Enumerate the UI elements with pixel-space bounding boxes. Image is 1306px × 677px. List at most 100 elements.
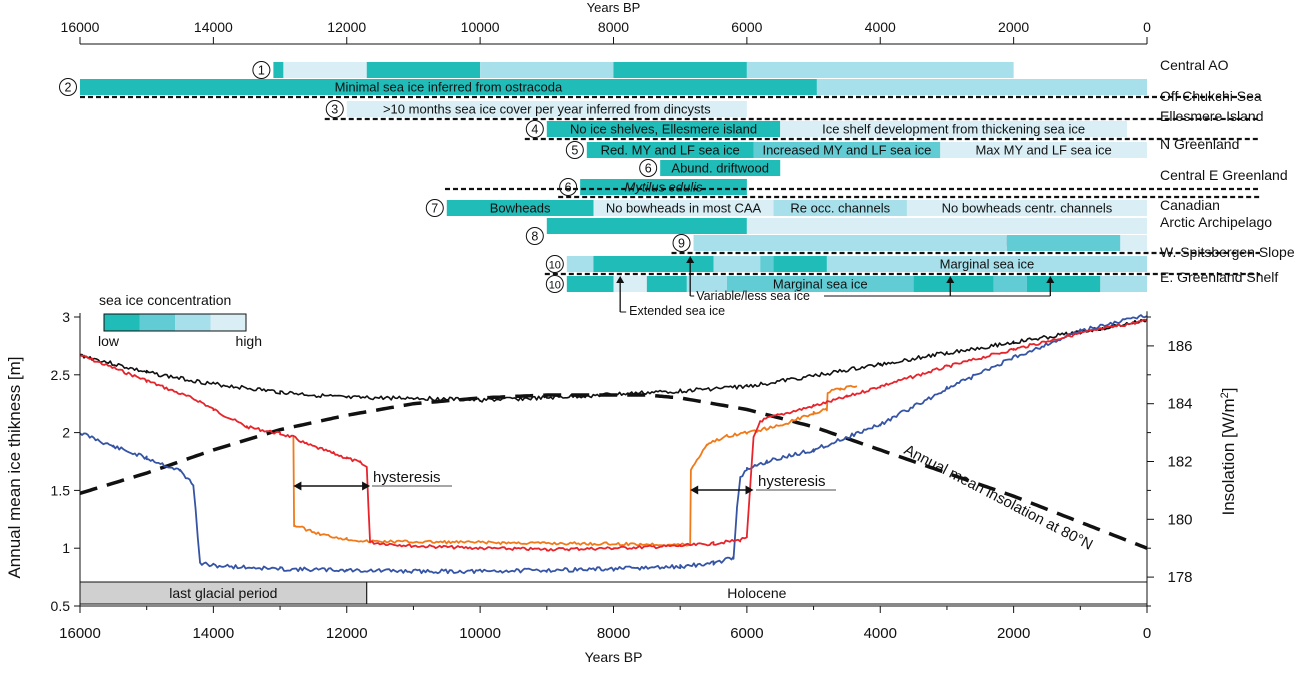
record-segment — [746, 62, 1014, 78]
record-segment — [593, 200, 774, 216]
legend-title: sea ice concentration — [99, 292, 231, 308]
record-segment — [613, 276, 647, 292]
right-axis-label-sup: 2 — [1219, 392, 1231, 398]
record-segment — [940, 142, 1147, 158]
sea-ice-records: 1 Central AO Minimal sea ice inferred from… — [59, 57, 1295, 293]
record-number-circle — [545, 275, 564, 293]
record-segment — [693, 235, 1007, 251]
left-tick-label: 1.5 — [51, 482, 71, 498]
record-region-label: Ellesmere Island — [1160, 108, 1264, 124]
bottom-tick-label: 16000 — [59, 625, 101, 642]
record-segment — [760, 256, 774, 272]
record-segment — [586, 142, 754, 158]
record-segment — [80, 79, 817, 95]
record-row: Bowheads No bowheads in most CAA Re occ. c… — [425, 197, 1220, 217]
variable-arrow-head — [946, 276, 955, 283]
hysteresis-left-label: hysteresis — [373, 469, 441, 486]
record-number: 10 — [549, 260, 561, 272]
record-segment-label: >10 months sea ice cover per year inferr… — [383, 102, 711, 117]
record-segment — [580, 179, 747, 195]
top-tick-label: 2000 — [998, 19, 1029, 35]
record-segment-label: Mytilus edulis — [625, 180, 704, 195]
record-number: 7 — [431, 202, 438, 216]
record-number-circle — [565, 141, 584, 159]
record-segment-label: Max MY and LF sea ice — [975, 143, 1111, 158]
top-tick-label: 0 — [1143, 19, 1151, 35]
right-tick-label: 178 — [1167, 569, 1192, 586]
series-blue-line — [79, 314, 1148, 575]
record-number-circle — [252, 61, 271, 79]
hysteresis-arrow-right-head — [745, 485, 754, 495]
record-segment — [366, 62, 481, 78]
variable-arrow-head — [686, 256, 695, 263]
record-region-label: Central AO — [1160, 57, 1229, 73]
record-segment — [546, 121, 781, 137]
legend-swatch — [175, 314, 211, 331]
record-number-circle — [59, 78, 77, 96]
record-segment — [346, 101, 747, 117]
record-segment — [773, 200, 907, 216]
left-tick-label: 2 — [62, 425, 70, 441]
record-segment-label: Red. MY and LF sea ice — [601, 143, 740, 158]
record-segment — [1120, 235, 1147, 251]
record-segment — [546, 218, 747, 234]
hysteresis-arrow-right-head — [690, 485, 699, 495]
record-segment — [273, 62, 284, 78]
record-number-circle — [639, 159, 658, 177]
extended-sea-ice-label: Extended sea ice — [629, 304, 725, 318]
hysteresis-right-label: hysteresis — [758, 473, 826, 490]
record-number: 2 — [65, 81, 72, 95]
record-row: Abund. driftwood 6 — [639, 159, 781, 177]
bottom-tick-label: 14000 — [193, 625, 235, 642]
record-segment — [726, 276, 914, 292]
left-tick-label: 0.5 — [51, 598, 71, 614]
bottom-tick-label: 4000 — [864, 625, 897, 642]
record-number: 6 — [565, 181, 572, 195]
record-segment — [1026, 276, 1101, 292]
record-number-circle — [425, 199, 444, 217]
top-tick-label: 16000 — [61, 19, 100, 35]
record-number: 5 — [571, 144, 578, 158]
record-segment-label: No bowheads in most CAA — [606, 201, 762, 216]
record-row: Marginal sea ice 10 E. Greenland Shelf — [545, 269, 1278, 293]
record-segment — [446, 200, 594, 216]
record-segment-label: Minimal sea ice inferred from ostracoda — [335, 80, 563, 95]
left-tick-label: 1 — [62, 540, 70, 556]
bottom-tick-label: 0 — [1143, 625, 1151, 642]
series-insolation-line — [79, 393, 1148, 550]
bottom-tick-label: 10000 — [459, 625, 501, 642]
period-label: Holocene — [727, 585, 786, 601]
record-segment-label: Marginal sea ice — [940, 257, 1035, 272]
insolation-label: Annual mean insolation at 80°N — [901, 441, 1095, 553]
record-row: >10 months sea ice cover per year inferr… — [324, 88, 1262, 121]
record-number-circle — [559, 178, 578, 196]
hysteresis-arrow-left-head — [293, 481, 302, 491]
right-axis-label-end: ] — [1219, 387, 1238, 392]
right-axis-label: Insolation [W/m2] — [1219, 387, 1238, 515]
record-row: Marginal sea ice 10 W. Spitsbergen Slope — [544, 244, 1295, 276]
right-tick-label: 184 — [1167, 396, 1192, 413]
right-tick-label: 180 — [1167, 511, 1192, 528]
record-segment — [593, 256, 714, 272]
bottom-tick-label: 12000 — [326, 625, 368, 642]
record-segment-label: No bowheads centr. channels — [942, 201, 1113, 216]
record-segment — [1006, 235, 1121, 251]
record-segment — [646, 276, 687, 292]
record-segment — [993, 276, 1027, 292]
top-tick-label: 14000 — [194, 19, 233, 35]
ice-thickness-plot: last glacial period Holocene — [79, 314, 1148, 605]
record-number: 8 — [531, 230, 538, 244]
bottom-tick-label: 6000 — [730, 625, 763, 642]
record-segment — [1100, 276, 1147, 292]
record-row: Mytilus edulis 6 Central E Greenland — [558, 167, 1288, 199]
record-segment — [480, 62, 614, 78]
bottom-tick-label: 2000 — [997, 625, 1030, 642]
legend-swatch — [210, 314, 246, 331]
record-segment — [713, 256, 761, 272]
extended-arrow-head — [616, 276, 625, 283]
record-segment-label: Marginal sea ice — [773, 277, 868, 292]
bottom-axis-label: Years BP — [585, 649, 643, 665]
record-row: 1 Central AO — [252, 57, 1229, 79]
